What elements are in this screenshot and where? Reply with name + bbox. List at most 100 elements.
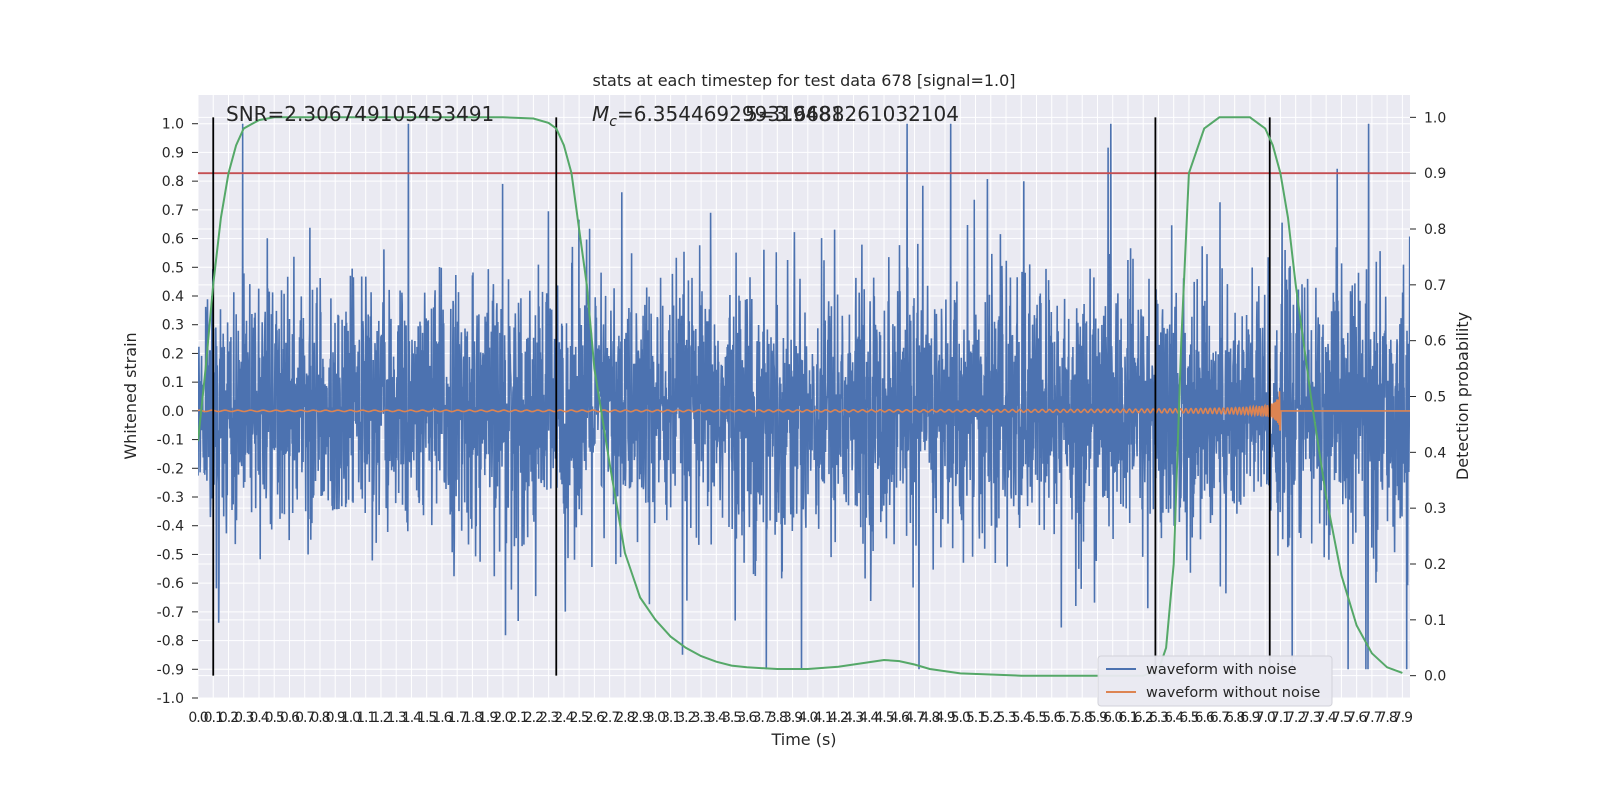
x-tick-label: 7.9 (1393, 710, 1412, 726)
y-tick-labels: 1.0 0.9 0.8 0.7 0.6 0.5 0.4 0.3 0.2 0.1 0.0 -0.1 -0.… (157, 117, 198, 707)
x-tick-label: 6.9 (1240, 710, 1259, 726)
x-tick-label: 7.3 (1301, 710, 1320, 726)
x-tick-label: 1.8 (463, 710, 482, 726)
x-tick-label: 1.0 (341, 710, 360, 726)
x-tick-labels: 0.00.10.20.30.40.50.60.70.80.91.01.11.21… (188, 710, 1413, 726)
x-tick-label: 5.0 (951, 710, 970, 726)
y-tick-label: -1.0 (157, 691, 184, 707)
x-tick-label: 1.5 (417, 710, 436, 726)
x-tick-label: 6.5 (1179, 710, 1198, 726)
x-tick-label: 3.2 (676, 710, 695, 726)
x-tick-label: 6.1 (1118, 710, 1137, 726)
x-tick-label: 5.1 (966, 710, 985, 726)
y-tick-label: -0.3 (157, 490, 184, 506)
x-tick-label: 6.0 (1103, 710, 1122, 726)
x-tick-label: 0.5 (265, 710, 284, 726)
y2-tick-label: 0.8 (1424, 222, 1446, 238)
y-tick-label: -0.5 (157, 547, 184, 563)
x-tick-label: 7.8 (1377, 710, 1396, 726)
y2-tick-label: 0.9 (1424, 166, 1446, 182)
x-tick-label: 4.2 (829, 710, 848, 726)
x-tick-label: 7.7 (1362, 710, 1381, 726)
y-tick-label: -0.9 (157, 662, 184, 678)
legend-clean-label: waveform without noise (1146, 685, 1320, 701)
chart-title: stats at each timestep for test data 678… (592, 71, 1015, 90)
x-tick-label: 0.1 (204, 710, 223, 726)
x-tick-label: 1.2 (371, 710, 390, 726)
x-tick-label: 5.5 (1027, 710, 1046, 726)
waveform-with-noise-line (198, 123, 1410, 670)
y-tick-label: 0.4 (162, 289, 184, 305)
y-tick-label: 0.3 (162, 318, 184, 334)
detection-probability-line (198, 116, 1403, 677)
x-tick-label: 0.9 (326, 710, 345, 726)
x-tick-label: 2.6 (585, 710, 605, 726)
y2-tick-label: 0.5 (1424, 390, 1446, 406)
x-tick-label: 3.5 (722, 710, 741, 726)
x-tick-label: 6.7 (1210, 710, 1229, 726)
y2-tick-label: 1.0 (1424, 110, 1446, 126)
x-tick-label: 7.0 (1256, 710, 1275, 726)
y-tick-label: 0.2 (162, 346, 184, 362)
x-tick-label: 4.6 (890, 710, 910, 726)
x-tick-label: 1.4 (402, 710, 422, 726)
x-tick-label: 1.1 (356, 710, 375, 726)
x-tick-label: 1.7 (448, 710, 467, 726)
legend-noisy-label: waveform with noise (1146, 662, 1297, 678)
x-tick-label: 5.4 (1012, 710, 1032, 726)
y-tick-label: 0.0 (162, 404, 184, 420)
y-tick-label: -0.4 (157, 519, 184, 535)
x-tick-label: 3.9 (783, 710, 802, 726)
x-tick-label: 6.4 (1164, 710, 1184, 726)
x-tick-label: 4.5 (874, 710, 893, 726)
mc-annotation: Mc=6.354469299319481 (592, 102, 844, 130)
x-tick-label: 3.1 (661, 710, 680, 726)
y2-tick-label: 0.4 (1424, 445, 1446, 461)
x-tick-label: 4.4 (859, 710, 879, 726)
x-tick-label: 3.7 (752, 710, 771, 726)
x-tick-label: 1.9 (478, 710, 497, 726)
waveform-without-noise-line (198, 391, 1410, 431)
x-tick-label: 0.3 (234, 710, 253, 726)
x-tick-label: 2.8 (615, 710, 634, 726)
y-tick-label: 0.7 (162, 203, 184, 219)
x-tick-label: 2.4 (554, 710, 574, 726)
y2-tick-labels: 1.0 0.9 0.8 0.7 0.6 0.5 0.4 0.3 0.2 0.1 0.0 (1410, 110, 1446, 685)
y2-tick-label: 0.1 (1424, 613, 1446, 629)
legend: waveform with noise waveform without noi… (1097, 655, 1333, 707)
y-tick-label: -0.2 (157, 461, 184, 477)
x-tick-label: 2.2 (524, 710, 543, 726)
x-tick-label: 1.6 (432, 710, 452, 726)
x-tick-label: 4.3 (844, 710, 863, 726)
x-tick-label: 2.9 (630, 710, 649, 726)
x-tick-label: 5.7 (1057, 710, 1076, 726)
y2-tick-label: 0.0 (1424, 669, 1446, 685)
x-tick-label: 2.5 (569, 710, 588, 726)
x-tick-label: 6.2 (1134, 710, 1153, 726)
x-tick-label: 3.6 (737, 710, 757, 726)
y2-tick-label: 0.2 (1424, 557, 1446, 573)
x-tick-label: 4.0 (798, 710, 817, 726)
legend-box (1097, 655, 1333, 707)
x-tick-label: 2.0 (493, 710, 512, 726)
x-tick-label: 6.6 (1195, 710, 1215, 726)
x-tick-label: 0.4 (249, 710, 269, 726)
x-tick-label: 4.1 (813, 710, 832, 726)
x-tick-label: 5.8 (1073, 710, 1092, 726)
x-tick-label: 7.6 (1347, 710, 1367, 726)
x-tick-label: 0.0 (188, 710, 207, 726)
x-tick-label: 5.3 (996, 710, 1015, 726)
x-tick-label: 7.5 (1332, 710, 1351, 726)
y-axis-label: Whitened strain (121, 332, 140, 459)
x-tick-label: 0.2 (219, 710, 238, 726)
y2-tick-label: 0.3 (1424, 501, 1446, 517)
x-tick-label: 0.6 (280, 710, 300, 726)
x-tick-label: 6.8 (1225, 710, 1244, 726)
x-tick-label: 2.7 (600, 710, 619, 726)
y-tick-label: 0.8 (162, 174, 184, 190)
x-tick-label: 3.0 (646, 710, 665, 726)
y-tick-label: 0.5 (162, 260, 184, 276)
y-tick-label: 0.9 (162, 145, 184, 161)
x-axis-label: Time (s) (770, 730, 836, 749)
x-tick-label: 0.8 (310, 710, 329, 726)
